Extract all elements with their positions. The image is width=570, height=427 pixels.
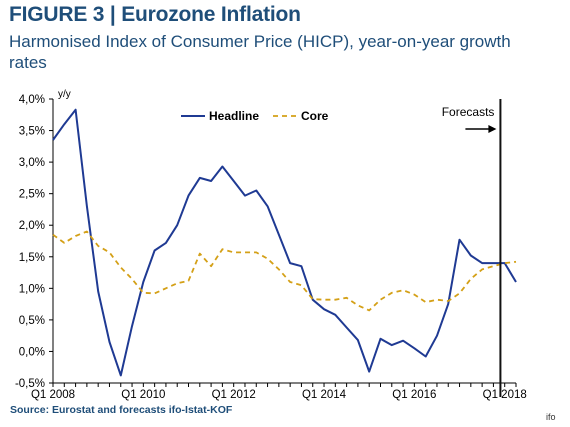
y-tick-label: 1,5% (19, 252, 45, 264)
x-tick-label: Q1 2018 (483, 389, 527, 401)
legend-label-core: Core (301, 109, 329, 123)
x-tick-label: Q1 2008 (31, 389, 75, 401)
series-line-core (52, 230, 517, 312)
image-credit: ifo (546, 412, 556, 422)
chart-axes: -0,5% 0,0% 0,5% 1,0% 1,5% 2,0% 2,5% 3,0% 3,5% 4,0… (15, 89, 527, 401)
y-tick-label: 0,5% (19, 315, 45, 327)
chart-series (52, 108, 517, 377)
y-tick-label: 4,0% (19, 94, 45, 106)
legend-label-headline: Headline (209, 109, 259, 123)
forecast-label: Forecasts (442, 105, 495, 119)
x-tick-label: Q1 2016 (392, 389, 436, 401)
x-tick-label: Q1 2014 (302, 389, 347, 401)
y-tick-label: 0,0% (19, 346, 45, 358)
chart-legend: Headline Core (181, 109, 329, 123)
y-tick-label: -0,5% (15, 378, 45, 390)
chart-title: FIGURE 3 | Eurozone Inflation (9, 3, 301, 26)
chart-annotations: Forecasts (442, 99, 502, 397)
x-tick-label: Q1 2012 (212, 389, 256, 401)
forecast-arrow-head (488, 125, 497, 133)
y-tick-label: 1,0% (19, 283, 45, 295)
y-axis-label: y/y (58, 89, 71, 100)
series-line-headline (52, 108, 517, 377)
source-note: Source: Eurostat and forecasts ifo-Istat… (10, 404, 233, 416)
y-tick-label: 2,0% (19, 220, 45, 232)
x-tick-label: Q1 2010 (121, 389, 165, 401)
y-tick-label: 3,0% (19, 157, 45, 169)
y-tick-label: 2,5% (19, 189, 45, 201)
chart-subtitle: Harmonised Index of Consumer Price (HICP… (9, 32, 511, 72)
y-tick-label: 3,5% (19, 126, 45, 138)
